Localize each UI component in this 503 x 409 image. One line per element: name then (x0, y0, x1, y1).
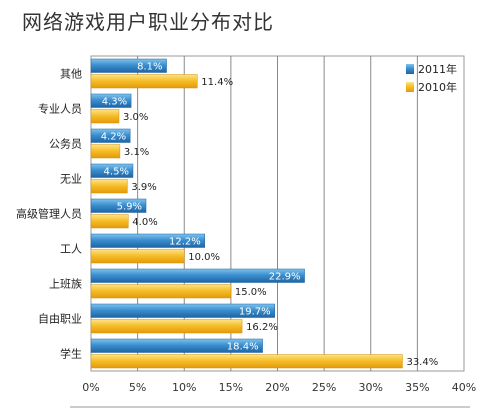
category-label: 工人 (60, 243, 82, 256)
bar (90, 338, 263, 353)
data-label: 10.0% (188, 252, 220, 263)
data-label: 4.5% (104, 167, 129, 178)
x-tick-label: 30% (359, 381, 383, 394)
data-label: 33.4% (406, 357, 438, 368)
data-label: 12.2% (169, 237, 201, 248)
bar (90, 74, 198, 89)
category-label: 高级管理人员 (16, 207, 82, 221)
bar (90, 93, 132, 108)
category-label: 其他 (60, 68, 82, 81)
data-label: 19.7% (239, 307, 271, 318)
x-tick-label: 35% (405, 381, 429, 394)
bar (90, 128, 131, 143)
bar (90, 249, 185, 264)
data-label: 11.4% (201, 77, 233, 88)
data-label: 3.1% (124, 147, 149, 158)
data-label: 4.2% (101, 132, 126, 143)
legend-swatch (406, 64, 414, 74)
bar (90, 179, 128, 194)
x-tick-label: 40% (452, 381, 476, 394)
bar (90, 268, 305, 283)
x-tick-label: 20% (265, 381, 289, 394)
bar (90, 319, 243, 334)
bar (90, 163, 134, 178)
bar (90, 109, 120, 124)
data-label: 3.0% (123, 112, 148, 123)
bar (90, 303, 275, 318)
bar (90, 198, 147, 213)
bar (90, 233, 206, 248)
data-label: 5.9% (117, 202, 142, 213)
category-label: 上班族 (49, 277, 82, 291)
category-label: 自由职业 (38, 312, 82, 326)
bar (90, 284, 232, 299)
data-label: 18.4% (227, 342, 259, 353)
data-label: 15.0% (235, 287, 267, 298)
data-label: 4.0% (132, 217, 157, 228)
bar (90, 354, 403, 369)
bar (90, 214, 129, 229)
data-label: 3.9% (131, 182, 156, 193)
data-label: 22.9% (269, 272, 301, 283)
category-label: 专业人员 (38, 102, 82, 116)
legend-label: 2011年 (418, 62, 457, 76)
data-label: 16.2% (246, 322, 278, 333)
bar (90, 58, 167, 73)
category-label: 无业 (60, 173, 82, 186)
x-tick-label: 5% (129, 381, 146, 394)
x-tick-label: 0% (82, 381, 99, 394)
chart-title: 网络游戏用户职业分布对比 (22, 10, 274, 34)
data-label: 8.1% (137, 62, 162, 73)
category-label: 学生 (60, 347, 82, 361)
bar (90, 144, 121, 159)
x-tick-label: 10% (172, 381, 196, 394)
legend: 2011年 2010年 (406, 62, 457, 94)
legend-swatch (406, 82, 414, 92)
data-label: 4.3% (102, 97, 127, 108)
legend-label: 2010年 (418, 80, 457, 94)
x-tick-label: 15% (219, 381, 243, 394)
x-tick-label: 25% (312, 381, 336, 394)
category-label: 公务员 (49, 138, 82, 151)
